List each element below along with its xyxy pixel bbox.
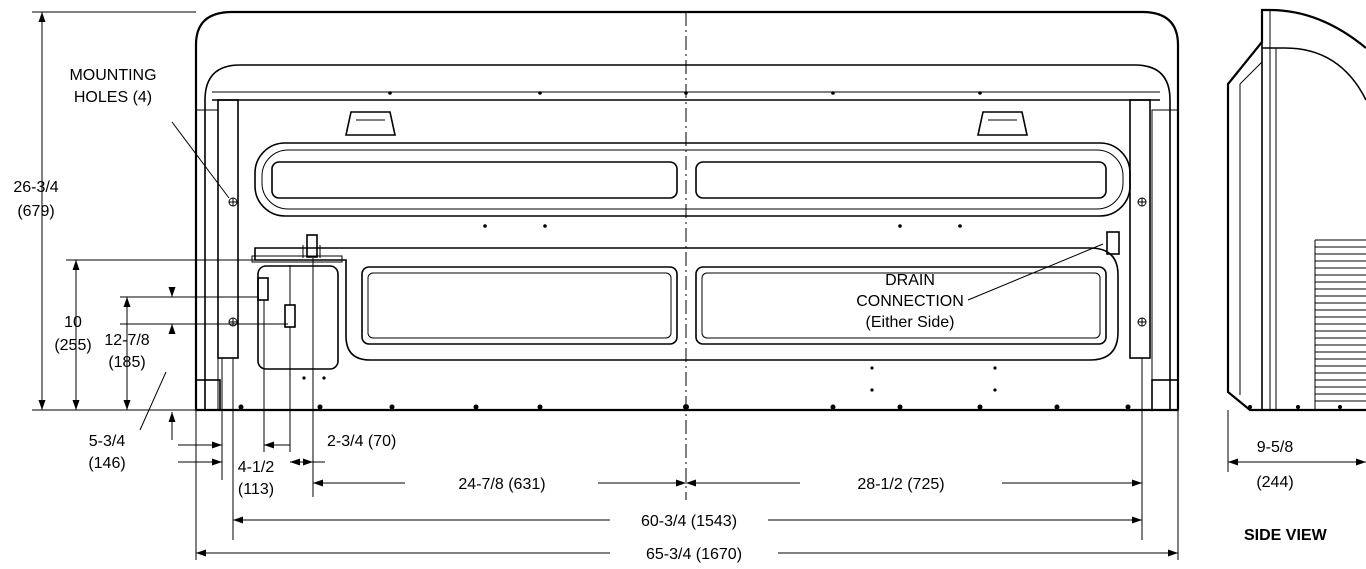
- side-view-outline: [1226, 8, 1366, 412]
- handle: [977, 111, 1028, 136]
- handle: [345, 111, 396, 136]
- drain-leader: [967, 243, 1104, 301]
- lower-grille-left: [361, 266, 678, 345]
- mounting-hole: [1137, 197, 1147, 207]
- side-vent-slats: [1314, 239, 1366, 410]
- dim-pipe-offset-label: (113): [238, 481, 274, 498]
- cabinet-outline: [194, 10, 1180, 410]
- mounting-holes-label: HOLES (4): [74, 89, 152, 106]
- labels: MOUNTING HOLES (4) DRAIN CONNECTION (Eit…: [13, 67, 1327, 563]
- front-view: [194, 10, 1180, 500]
- piping-box: [257, 265, 339, 370]
- drain-connection: [1106, 231, 1120, 255]
- dim-pipe-height-label: 12-7/8: [104, 332, 149, 349]
- dim-pipe-height-label: (185): [108, 354, 145, 371]
- dim-bottom-offset-label: (146): [88, 455, 125, 472]
- mounting-holes-label: MOUNTING: [69, 67, 156, 84]
- dim-overall-height-label: 26-3/4: [13, 179, 58, 196]
- dimension-lines: [32, 11, 1179, 560]
- fastener-dots: [238, 91, 1131, 410]
- dim-side-depth-label: 9-5/8: [1257, 439, 1294, 456]
- drain-connection-label: CONNECTION: [856, 293, 964, 310]
- dim-overall-height-label: (679): [17, 203, 54, 220]
- cabinet-inner-edge: [204, 64, 1171, 410]
- dim-side-depth-label: (244): [1256, 474, 1293, 491]
- left-bracket: [217, 99, 239, 359]
- dim-bottom-offset-label: 5-3/4: [89, 433, 126, 450]
- drain-stub: [306, 234, 318, 258]
- dim-drain-height-label: 10: [64, 314, 82, 331]
- mounting-holes-leader: [171, 121, 230, 199]
- side-view-label: SIDE VIEW: [1244, 527, 1328, 544]
- upper-grille-frame: [254, 142, 1131, 217]
- mounting-hole: [1137, 317, 1147, 327]
- dim-left-to-center-label: 24-7/8 (631): [458, 476, 545, 493]
- drain-connection-label: (Either Side): [866, 314, 955, 331]
- upper-grille-right: [695, 161, 1107, 199]
- dim-pipe-offset-label: 4-1/2: [238, 459, 275, 476]
- upper-grille-left: [271, 161, 678, 199]
- lower-grille-right: [695, 266, 1107, 345]
- mounting-hole: [228, 317, 238, 327]
- side-view: [1226, 8, 1366, 472]
- dim-drain-height-label: (255): [54, 337, 91, 354]
- dim-mounting-span-label: 60-3/4 (1543): [641, 513, 737, 530]
- mounting-hole: [228, 197, 238, 207]
- dim-pipe-spacing-label: 2-3/4 (70): [327, 433, 396, 450]
- drain-connection-label: DRAIN: [885, 272, 935, 289]
- right-bracket: [1129, 99, 1151, 359]
- pipe-fitting: [257, 277, 269, 301]
- dim-overall-width-label: 65-3/4 (1670): [646, 546, 742, 563]
- dim-center-to-right-label: 28-1/2 (725): [857, 476, 944, 493]
